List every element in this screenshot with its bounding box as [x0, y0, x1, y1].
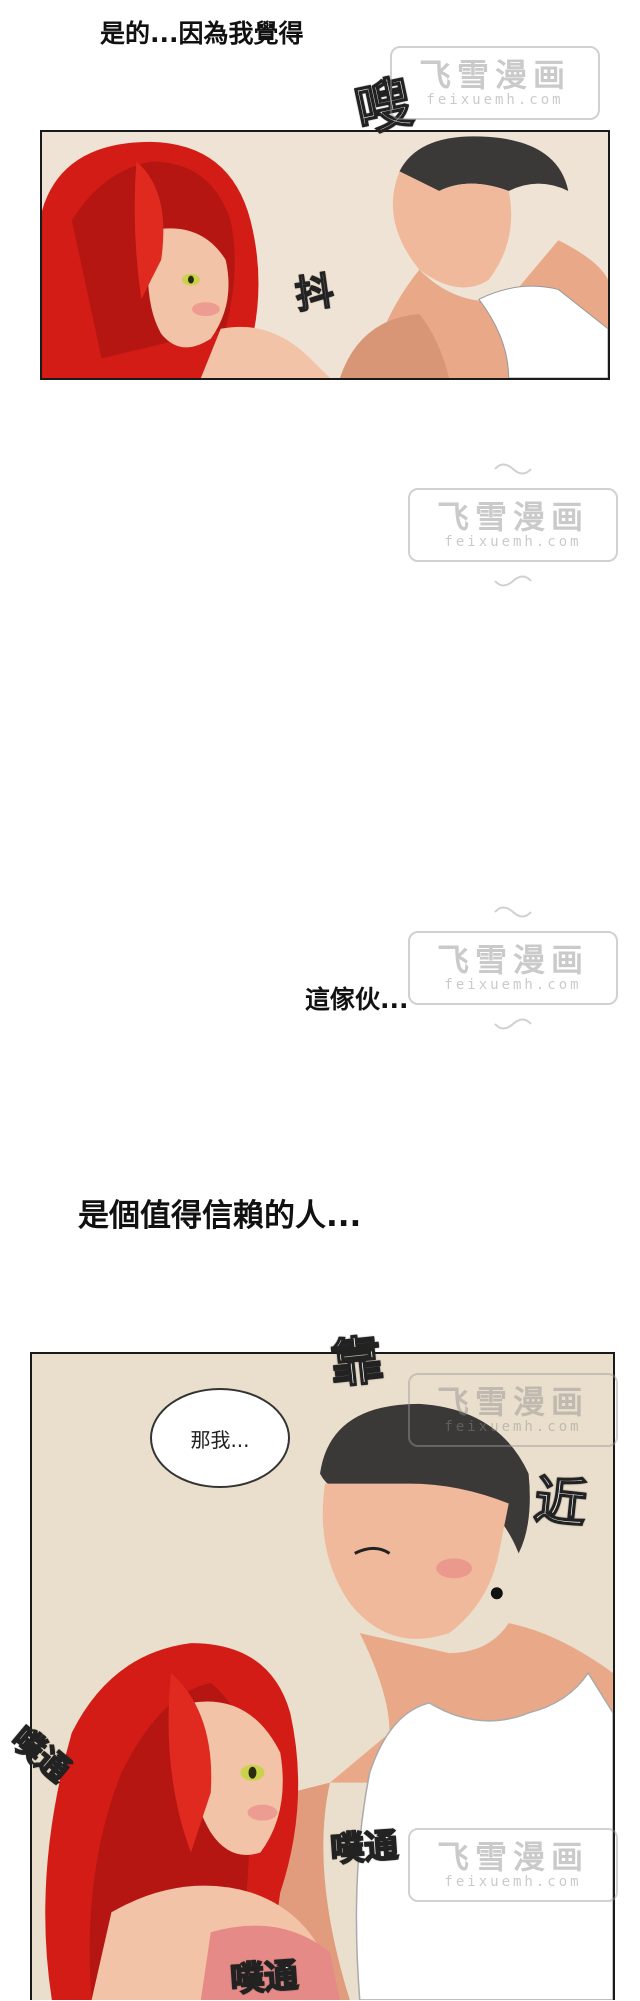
- man-hair: [399, 136, 569, 192]
- caption-line-2: 這傢伙...: [305, 985, 409, 1014]
- watermark-3: 飞雪漫画 feixuemh.com: [398, 893, 628, 1043]
- sfx-heartbeat-3: 噗通: [228, 1955, 300, 2001]
- sfx-heartbeat-2: 噗通: [328, 1825, 400, 1871]
- woman-top: [200, 1925, 340, 2000]
- man-face: [392, 171, 512, 288]
- comic-panel-2: [30, 1352, 615, 2000]
- man-hair: [320, 1403, 530, 1554]
- woman-face: [147, 228, 229, 348]
- watermark-cn: 飞雪漫画: [418, 56, 571, 94]
- caption-line-1: 是的...因為我覺得: [100, 19, 304, 48]
- watermark-en: feixuemh.com: [444, 977, 582, 993]
- man-tank-top: [478, 285, 608, 378]
- watermark-ornament-icon: [494, 463, 532, 475]
- man-face: [322, 1483, 509, 1639]
- watermark-cn: 飞雪漫画: [436, 498, 589, 536]
- watermark-2: 飞雪漫画 feixuemh.com: [398, 450, 628, 600]
- sfx-shake: 抖: [292, 268, 337, 318]
- panel-2-illustration: [32, 1354, 613, 2000]
- watermark-en: feixuemh.com: [444, 534, 582, 550]
- caption-line-3: 是個值得信賴的人...: [78, 1198, 362, 1234]
- sfx-lean-2: 近: [531, 1470, 591, 1537]
- speech-bubble: 那我...: [150, 1388, 290, 1488]
- man-tank-top: [355, 1671, 613, 2000]
- watermark-cn: 飞雪漫画: [436, 941, 589, 979]
- speech-bubble-text: 那我...: [190, 1427, 250, 1452]
- watermark-ornament-icon: [494, 906, 532, 918]
- panel-1-illustration: [42, 132, 608, 378]
- watermark-ornament-icon: [494, 1018, 532, 1030]
- sfx-lean-1: 靠: [327, 1330, 387, 1397]
- comic-panel-1: [40, 130, 610, 380]
- watermark-en: feixuemh.com: [426, 92, 564, 108]
- watermark-ornament-icon: [494, 575, 532, 587]
